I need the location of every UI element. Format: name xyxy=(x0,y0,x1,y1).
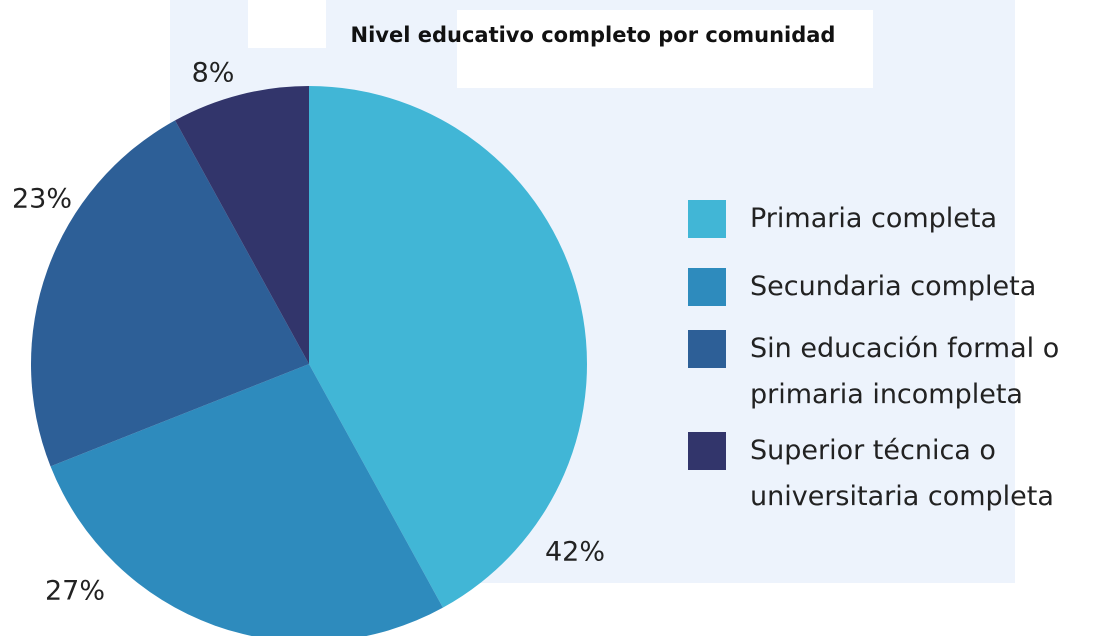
legend-label: Primaria completa xyxy=(750,203,998,234)
pie-slice xyxy=(309,86,587,608)
title-box xyxy=(457,10,873,88)
legend-item: Sin educación formal o primaria incomple… xyxy=(688,330,1100,418)
legend-label: Superior técnica o universitaria complet… xyxy=(750,435,1054,512)
legend-item: Superior técnica o universitaria complet… xyxy=(688,432,1100,520)
panel-gap xyxy=(248,0,326,48)
legend-label: Sin educación formal o primaria incomple… xyxy=(750,333,1060,410)
legend-swatch xyxy=(688,330,726,368)
pie-slice xyxy=(175,86,309,364)
data-label: 8% xyxy=(192,58,235,89)
data-label: 27% xyxy=(45,576,105,607)
pie-slice xyxy=(50,364,443,636)
legend-swatch xyxy=(688,432,726,470)
data-label: 23% xyxy=(12,184,72,215)
legend-swatch xyxy=(688,200,726,238)
pie-slice xyxy=(30,120,310,467)
legend-label: Secundaria completa xyxy=(750,271,1037,302)
legend-item: Secundaria completa xyxy=(688,268,1100,310)
legend-swatch xyxy=(688,268,726,306)
data-label: 42% xyxy=(545,537,605,568)
legend-item: Primaria completa xyxy=(688,200,1100,242)
chart-title: Nivel educativo completo por comunidad xyxy=(351,23,836,47)
